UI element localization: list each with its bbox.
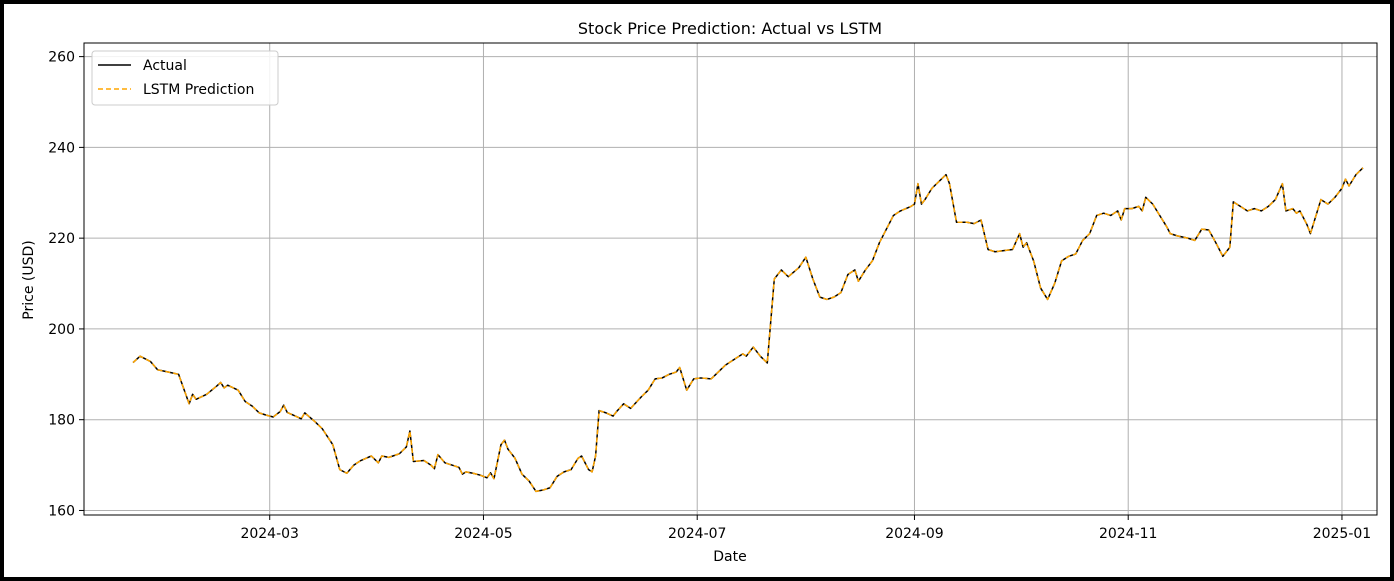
x-tick-label: 2024-09 (885, 526, 944, 542)
grid (84, 43, 1377, 515)
axis-ticks: 160 180 200 220 240 260 2024-03 2024-05 2024-07 2… (48, 50, 1371, 542)
x-tick-label: 2025-01 (1313, 526, 1372, 542)
plot-area (84, 43, 1377, 515)
y-tick-label: 200 (48, 322, 75, 338)
legend: Actual LSTM Prediction (91, 50, 279, 106)
y-tick-label: 240 (48, 140, 75, 156)
y-axis-label: Price (USD) (21, 240, 37, 319)
chart-title: Stock Price Prediction: Actual vs LSTM (578, 19, 882, 38)
x-tick-label: 2024-03 (240, 526, 299, 542)
series-line-prediction (132, 167, 1364, 493)
plot-border (83, 42, 1378, 516)
x-tick-label: 2024-11 (1099, 526, 1158, 542)
series-lines (132, 167, 1364, 493)
legend-label-prediction: LSTM Prediction (143, 82, 254, 98)
legend-box (91, 50, 279, 106)
y-tick-label: 180 (48, 413, 75, 429)
legend-label-actual: Actual (143, 58, 187, 74)
x-tick-label: 2024-07 (668, 526, 727, 542)
y-tick-label: 160 (48, 503, 75, 519)
x-tick-label: 2024-05 (454, 526, 513, 542)
y-tick-label: 220 (48, 231, 75, 247)
x-axis-label: Date (713, 549, 746, 565)
y-tick-label: 260 (48, 50, 75, 66)
